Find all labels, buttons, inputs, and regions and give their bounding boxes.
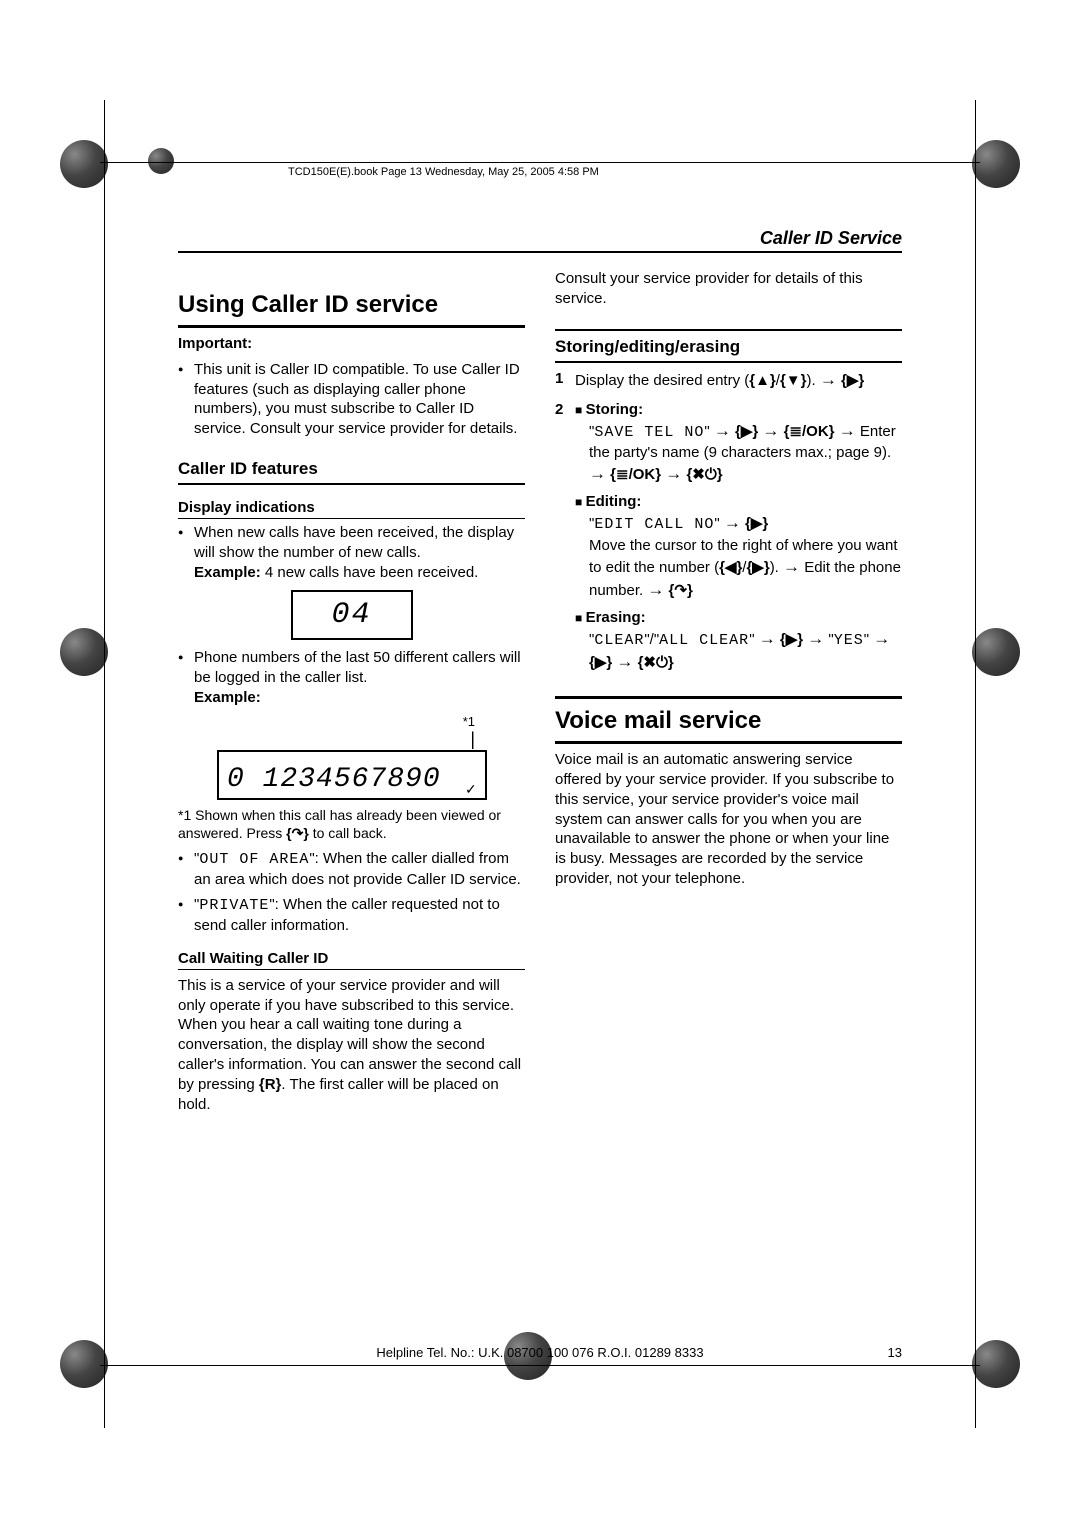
star1-marker-text: *1 bbox=[463, 714, 475, 729]
lcd-small-value: 04 bbox=[331, 598, 371, 632]
section-header: Caller ID Service bbox=[178, 228, 902, 253]
erasing-body: "CLEAR"/"ALL CLEAR" → {▶} → "YES" → {▶} … bbox=[575, 628, 902, 674]
left-column: Using Caller ID service Important: This … bbox=[178, 269, 525, 1120]
out-of-area-code: OUT OF AREA bbox=[199, 851, 309, 868]
voicemail-text: Voice mail is an automatic answering ser… bbox=[555, 750, 902, 889]
h2-features: Caller ID features bbox=[178, 459, 525, 485]
lcd-big-value: 0 1234567890 bbox=[227, 764, 441, 795]
steps: 1 Display the desired entry ({▲}/{▼}). →… bbox=[555, 369, 902, 675]
lcd-big-wrap: *1 | 0 1234567890 ✓ bbox=[178, 714, 525, 800]
star1-note: *1 Shown when this call has already been… bbox=[178, 806, 525, 843]
crop-line bbox=[104, 100, 105, 1428]
consult-text: Consult your service provider for detail… bbox=[555, 269, 902, 309]
h1-caller-id: Using Caller ID service bbox=[178, 291, 525, 328]
step-2: 2 Storing: "SAVE TEL NO" → {▶} → {≣/OK} … bbox=[555, 400, 902, 675]
reg-mark bbox=[60, 1340, 108, 1388]
page-number: 13 bbox=[862, 1345, 902, 1360]
private-code: PRIVATE bbox=[199, 897, 269, 914]
important-label: Important: bbox=[178, 334, 525, 354]
editing-label: Editing: bbox=[575, 493, 641, 510]
lcd-display-large: 0 1234567890 ✓ bbox=[217, 750, 487, 800]
lcd-display-small: 04 bbox=[291, 590, 413, 640]
caller-list-body: Phone numbers of the last 50 different c… bbox=[194, 649, 521, 686]
display-text: When new calls have been received, the d… bbox=[178, 523, 525, 582]
caller-list-text: Phone numbers of the last 50 different c… bbox=[178, 648, 525, 707]
storing-body: "SAVE TEL NO" → {▶} → {≣/OK} → Enter the… bbox=[575, 420, 902, 486]
example-text: 4 new calls have been received. bbox=[261, 564, 479, 581]
right-column: Consult your service provider for detail… bbox=[555, 269, 902, 1120]
footer: Helpline Tel. No.: U.K. 08700 100 076 R.… bbox=[178, 1345, 902, 1360]
clear-code: CLEAR bbox=[594, 632, 644, 649]
reg-mark bbox=[972, 140, 1020, 188]
h1-voicemail: Voice mail service bbox=[555, 696, 902, 744]
display-text-body: When new calls have been received, the d… bbox=[194, 524, 514, 561]
edit-call-code: EDIT CALL NO bbox=[594, 516, 714, 533]
helpline: Helpline Tel. No.: U.K. 08700 100 076 R.… bbox=[218, 1345, 862, 1360]
lcd-big-suffix: ✓ bbox=[465, 783, 477, 799]
example2-label: Example: bbox=[194, 689, 261, 706]
important-text: This unit is Caller ID compatible. To us… bbox=[178, 360, 525, 439]
example-label: Example: bbox=[194, 564, 261, 581]
star1-marker: *1 | bbox=[178, 714, 525, 750]
crop-line bbox=[975, 100, 976, 1428]
h3-display-indications: Display indications bbox=[178, 499, 525, 519]
save-tel-code: SAVE TEL NO bbox=[594, 424, 704, 441]
reg-mark bbox=[972, 1340, 1020, 1388]
h2-storing: Storing/editing/erasing bbox=[555, 329, 902, 363]
all-clear-code: ALL CLEAR bbox=[659, 632, 749, 649]
reg-mark bbox=[60, 628, 108, 676]
reg-mark bbox=[60, 140, 108, 188]
two-column-layout: Using Caller ID service Important: This … bbox=[178, 269, 902, 1120]
h3-call-waiting: Call Waiting Caller ID bbox=[178, 950, 525, 970]
step-1: 1 Display the desired entry ({▲}/{▼}). →… bbox=[555, 369, 902, 392]
reg-mark bbox=[972, 628, 1020, 676]
editing-body: "EDIT CALL NO" → {▶} Move the cursor to … bbox=[575, 512, 902, 601]
erasing-label: Erasing: bbox=[575, 609, 646, 626]
out-of-area: "OUT OF AREA": When the caller dialled f… bbox=[178, 849, 525, 890]
running-head: TCD150E(E).book Page 13 Wednesday, May 2… bbox=[288, 166, 599, 178]
yes-code: YES bbox=[834, 632, 864, 649]
call-waiting-text: This is a service of your service provid… bbox=[178, 976, 525, 1115]
manual-page: TCD150E(E).book Page 13 Wednesday, May 2… bbox=[0, 0, 1080, 1528]
storing-label: Storing: bbox=[575, 401, 643, 418]
private: "PRIVATE": When the caller requested not… bbox=[178, 895, 525, 936]
content-area: TCD150E(E).book Page 13 Wednesday, May 2… bbox=[118, 158, 962, 1370]
